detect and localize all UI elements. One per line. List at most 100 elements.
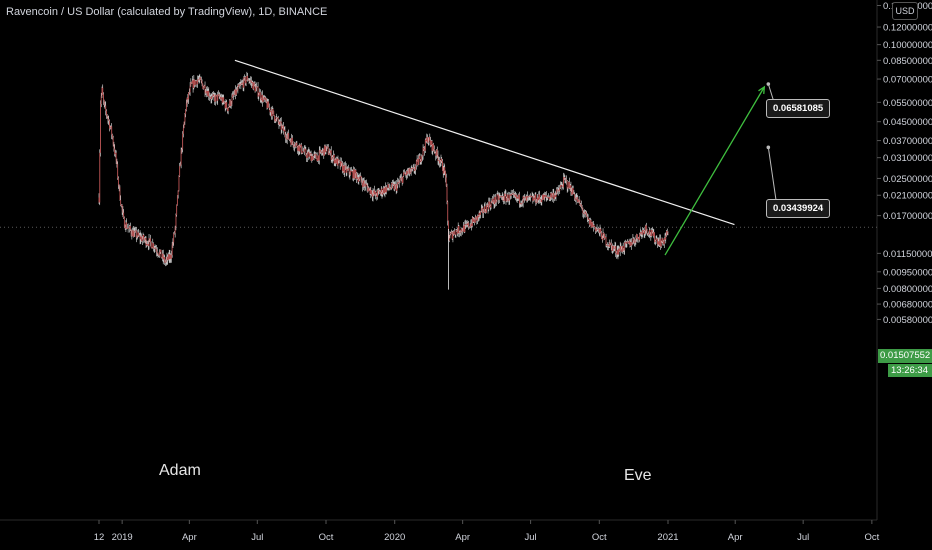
candle: [499, 193, 501, 199]
candle: [503, 196, 505, 205]
candle: [100, 92, 102, 108]
candle: [603, 232, 605, 238]
candle: [642, 227, 644, 238]
candle: [216, 94, 218, 104]
candle: [607, 242, 608, 251]
candle: [311, 153, 313, 163]
currency-badge[interactable]: USD: [892, 2, 918, 20]
candle: [642, 228, 644, 233]
candle: [515, 193, 517, 202]
candle: [200, 76, 202, 80]
candle: [407, 167, 409, 175]
candle: [306, 150, 308, 163]
candle: [474, 214, 476, 223]
candle: [653, 229, 655, 239]
candle: [593, 223, 595, 228]
candle: [334, 158, 336, 167]
candle: [570, 181, 572, 196]
candle: [647, 233, 649, 237]
candle: [180, 147, 182, 169]
candle: [577, 199, 579, 203]
candle: [115, 150, 117, 165]
candle: [365, 179, 367, 186]
candle: [459, 230, 461, 236]
candle: [325, 144, 327, 155]
candle: [350, 167, 352, 176]
candle: [176, 195, 178, 206]
time-axis[interactable]: 12 2019 Apr Jul Oct 2020 Apr Jul Oct 2021 Apr Jul Oc…: [94, 520, 880, 543]
candle: [346, 166, 348, 176]
candle: [150, 234, 151, 247]
candle: [353, 166, 355, 182]
candle: [622, 242, 624, 252]
candle: [560, 181, 562, 186]
candle: [494, 194, 496, 209]
candle: [169, 250, 171, 264]
candle: [205, 88, 207, 95]
candle: [666, 230, 667, 237]
candle: [388, 184, 390, 191]
candle: [299, 143, 301, 155]
candle: [501, 192, 503, 201]
candle: [439, 160, 441, 168]
candle: [218, 90, 219, 96]
candle: [291, 135, 293, 145]
candle: [553, 188, 555, 203]
candle: [302, 146, 304, 154]
candle: [558, 187, 560, 192]
annotation-eve[interactable]: Eve: [624, 467, 652, 484]
candle: [217, 91, 219, 106]
candle: [447, 200, 449, 226]
price-callout-secondary[interactable]: 0.03439924: [766, 199, 831, 218]
candle: [210, 93, 212, 104]
candle: [347, 166, 349, 171]
candle: [253, 81, 255, 87]
candle: [280, 118, 281, 127]
candle: [426, 133, 428, 144]
candle: [415, 164, 417, 175]
candle: [171, 241, 173, 258]
candle: [667, 231, 669, 236]
candle: [196, 80, 198, 88]
candle: [316, 158, 318, 162]
candle: [601, 235, 603, 243]
price-axis[interactable]: 0.150000000.120000000.100000000.08500000…: [877, 1, 932, 326]
candle: [241, 80, 243, 85]
projection-arrow-shaft: [664, 86, 765, 256]
candle: [369, 187, 371, 195]
candle: [562, 183, 564, 189]
candle: [592, 221, 594, 228]
candle: [479, 210, 481, 219]
candle: [212, 91, 213, 100]
candle: [590, 219, 592, 229]
candle: [571, 187, 573, 196]
candle: [624, 239, 626, 248]
annotation-adam[interactable]: Adam: [159, 462, 201, 479]
candle: [128, 223, 130, 229]
projection-arrow[interactable]: [664, 85, 766, 256]
candle: [283, 126, 285, 132]
time-tick-label: 2019: [112, 532, 133, 543]
candle: [350, 166, 352, 172]
candle: [574, 194, 576, 202]
candle: [126, 223, 128, 229]
candle: [638, 236, 640, 243]
candle: [246, 71, 248, 81]
price-callout-target[interactable]: 0.06581085: [766, 99, 831, 118]
candle: [436, 149, 437, 159]
candle: [182, 131, 184, 153]
candle: [630, 238, 632, 250]
candle: [628, 238, 630, 245]
candle: [285, 133, 287, 143]
price-tick-label: 0.07000000: [883, 75, 932, 86]
candle: [142, 232, 144, 240]
candle: [265, 96, 266, 103]
candle: [439, 156, 440, 168]
descending-trendline[interactable]: [234, 59, 735, 226]
candle: [195, 79, 197, 82]
candle: [141, 233, 143, 242]
candle: [504, 191, 505, 204]
candle: [465, 219, 467, 229]
candle: [424, 138, 426, 153]
